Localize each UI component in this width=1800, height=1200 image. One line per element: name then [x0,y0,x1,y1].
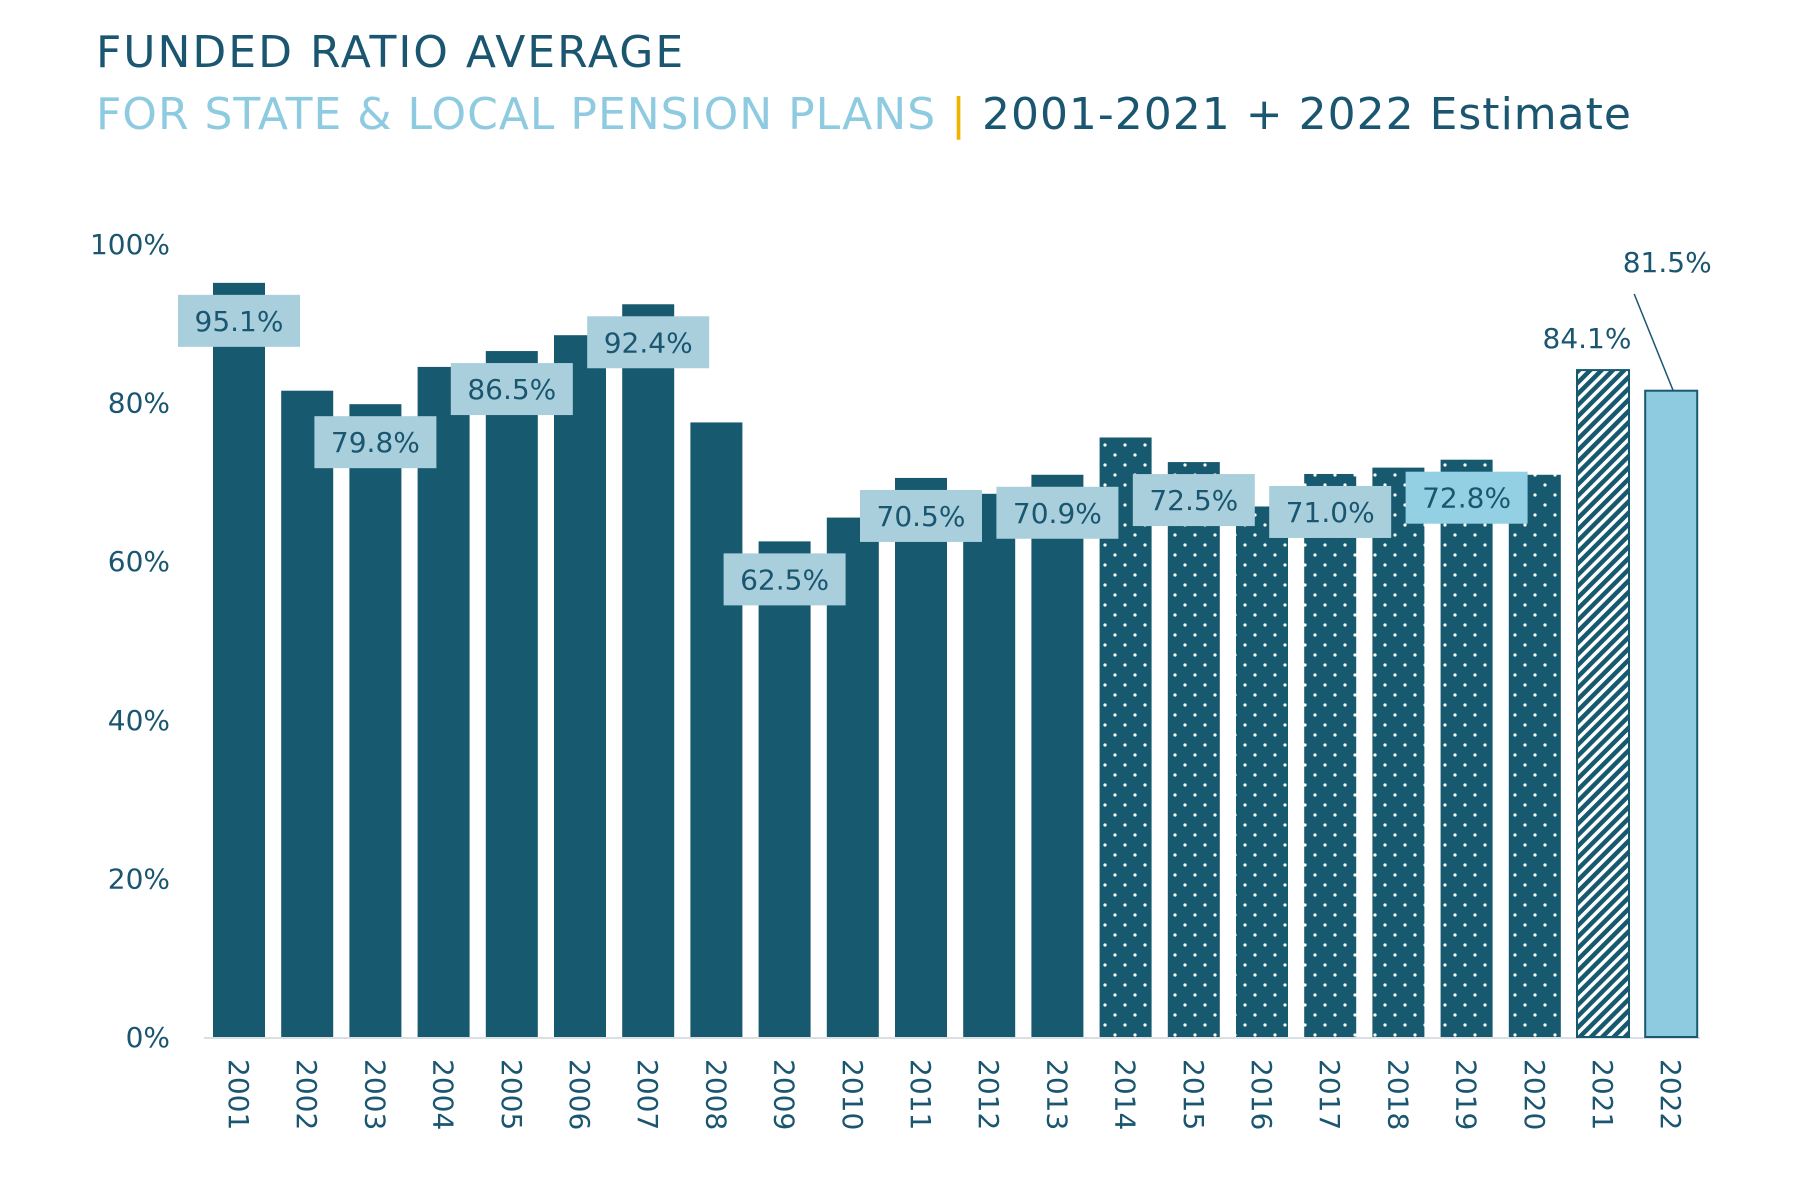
data-label-box [450,363,573,416]
chart-title-block: FUNDED RATIO AVERAGE FOR STATE & LOCAL P… [96,22,1632,146]
data-label: 72.5% [1149,484,1238,517]
bar-2008 [690,422,743,1037]
data-label-box [587,316,710,369]
x-tick-label: 2007 [631,1059,664,1130]
subtitle-period: 2001-2021 + 2022 Estimate [981,89,1632,140]
y-tick-label: 60% [108,545,170,578]
subtitle-plans: FOR STATE & LOCAL PENSION PLANS [96,89,937,140]
bar-2020 [1508,474,1561,1037]
x-tick-label: 2006 [563,1059,596,1130]
data-label-box [1269,485,1392,538]
bar-2011 [895,477,947,1037]
data-label: 79.8% [331,426,420,459]
bar-2005 [485,351,538,1037]
data-label-box [860,489,982,542]
data-label: 70.5% [877,500,966,533]
y-tick-label: 40% [108,704,170,737]
bar-2021 [1576,369,1630,1039]
bar-2012 [963,493,1016,1037]
data-label-box [723,553,846,606]
y-tick-label: 80% [108,387,170,420]
bar-2009 [758,541,811,1037]
bar-2015 [1167,462,1220,1037]
data-label-box [996,486,1119,539]
data-label-box [178,294,300,347]
bar-2001 [213,282,265,1037]
x-tick-label: 2005 [495,1059,528,1130]
chart-title: FUNDED RATIO AVERAGE [96,27,686,78]
data-label: 62.5% [740,563,829,596]
x-tick-label: 2001 [222,1059,255,1130]
x-tick-label: 2012 [972,1059,1005,1130]
bar-2017 [1304,473,1357,1038]
x-tick-label: 2022 [1654,1059,1687,1130]
x-tick-label: 2020 [1518,1059,1551,1130]
chart-subtitle: FOR STATE & LOCAL PENSION PLANS | 2001-2… [96,84,1632,146]
bar-2018 [1372,467,1425,1038]
y-tick-label: 100% [90,228,170,261]
bar-2004 [417,366,470,1037]
x-tick-label: 2011 [904,1059,937,1130]
data-label-box [314,416,437,469]
bar-2002 [281,390,334,1038]
data-label: 86.5% [467,373,556,406]
x-tick-label: 2004 [427,1059,460,1130]
x-tick-label: 2008 [699,1059,732,1130]
data-label: 72.8% [1422,482,1511,515]
x-tick-label: 2003 [358,1059,391,1130]
x-tick-label: 2010 [836,1059,869,1130]
x-tick-label: 2019 [1450,1059,1483,1130]
data-label: 92.4% [604,326,693,359]
bar-2013 [1031,474,1084,1037]
x-tick-label: 2015 [1177,1059,1210,1130]
x-tick-label: 2013 [1040,1059,1073,1130]
x-tick-label: 2014 [1109,1059,1142,1130]
callout-leader-line [1633,293,1674,391]
data-label: 84.1% [1543,322,1632,355]
y-tick-label: 20% [108,862,170,895]
x-tick-label: 2009 [768,1059,801,1130]
bar-2003 [349,404,402,1037]
subtitle-separator: | [951,89,967,140]
data-label: 81.5% [1623,246,1712,279]
bar-2016 [1236,506,1288,1037]
bar-2007 [622,304,675,1037]
x-tick-label: 2018 [1381,1059,1414,1130]
data-label: 70.9% [1013,497,1102,530]
y-tick-label: 0% [126,1021,170,1054]
x-tick-label: 2021 [1586,1059,1619,1130]
x-tick-label: 2016 [1245,1059,1278,1130]
x-tick-label: 2017 [1313,1059,1346,1130]
data-label-box [1132,474,1255,527]
data-label: 71.0% [1286,496,1375,529]
bar-2006 [554,335,606,1037]
bar-2022 [1644,389,1699,1038]
data-label-box [1405,471,1528,524]
x-tick-label: 2002 [290,1059,323,1130]
data-label: 95.1% [195,305,284,338]
bar-2019 [1440,459,1493,1037]
